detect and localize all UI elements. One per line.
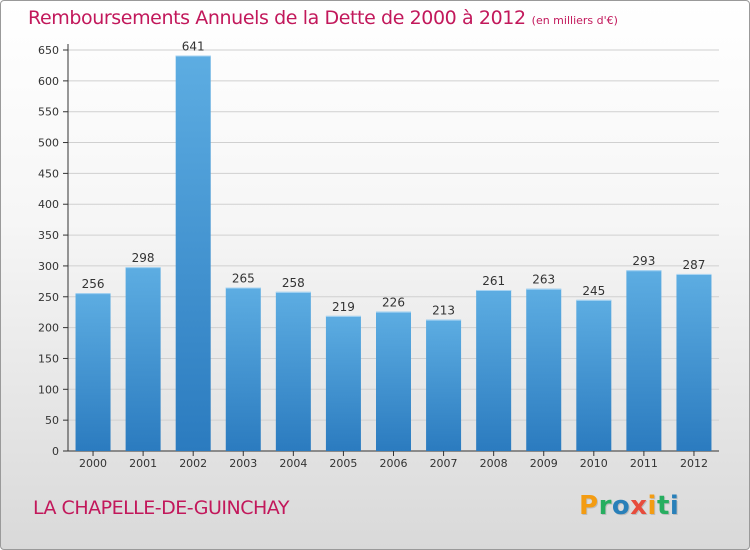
proxiti-logo[interactable]: Proxiti <box>579 491 679 521</box>
x-tick-labels: 2000 2001 2002 2003 2004 2005 2006 2007 2008 2009… <box>79 457 708 470</box>
y-tick-label: 300 <box>38 260 59 273</box>
data-label: 641 <box>182 40 205 54</box>
logo-letter: r <box>598 491 612 521</box>
bars <box>75 55 712 451</box>
y-tick-label: 650 <box>38 44 59 57</box>
data-label: 245 <box>582 284 605 298</box>
y-tick-label: 500 <box>38 137 59 150</box>
y-tick-label: 250 <box>38 291 59 304</box>
data-label: 258 <box>282 276 305 290</box>
x-tick-label: 2012 <box>680 457 708 470</box>
data-label: 287 <box>683 258 706 272</box>
y-tick-label: 50 <box>45 414 59 427</box>
chart-subtitle: (en milliers d'€) <box>531 14 618 27</box>
bar <box>175 55 211 451</box>
x-tick-label: 2002 <box>179 457 207 470</box>
x-tick-label: 2010 <box>580 457 608 470</box>
bar <box>626 270 662 451</box>
y-tick-label: 100 <box>38 383 59 396</box>
x-tick-label: 2006 <box>380 457 408 470</box>
x-tick-label: 2003 <box>229 457 257 470</box>
bar <box>275 291 311 451</box>
bar <box>125 267 161 451</box>
chart-title-text: Remboursements Annuels de la Dette de 20… <box>28 7 526 29</box>
y-tick-label: 200 <box>38 322 59 335</box>
y-tick-label: 150 <box>38 352 59 365</box>
data-label: 293 <box>632 254 655 268</box>
bar <box>676 273 712 451</box>
y-tick-label: 600 <box>38 75 59 88</box>
y-tick-label: 400 <box>38 198 59 211</box>
logo-letter: t <box>656 491 670 521</box>
bar <box>376 311 411 451</box>
logo-letter: o <box>611 491 631 521</box>
logo-letter: P <box>579 491 599 521</box>
data-label: 261 <box>482 274 505 288</box>
bar <box>526 288 562 451</box>
data-label: 256 <box>82 277 105 291</box>
x-tick-label: 2000 <box>79 457 107 470</box>
data-label: 213 <box>432 304 455 318</box>
bar <box>225 287 261 451</box>
x-tick-label: 2004 <box>279 457 307 470</box>
y-tick-label: 0 <box>52 445 59 458</box>
x-tick-label: 2005 <box>329 457 357 470</box>
bar <box>325 315 361 451</box>
chart-title: Remboursements Annuels de la Dette de 20… <box>28 7 618 29</box>
x-tick-label: 2007 <box>430 457 458 470</box>
logo-letter: i <box>647 491 657 521</box>
x-tick-label: 2008 <box>480 457 508 470</box>
data-label: 265 <box>232 272 255 286</box>
bar <box>75 293 111 451</box>
y-tick-label: 550 <box>38 106 59 119</box>
x-tick-label: 2009 <box>530 457 558 470</box>
bar <box>576 299 612 451</box>
x-tick-label: 2011 <box>630 457 658 470</box>
commune-name: LA CHAPELLE-DE-GUINCHAY <box>33 497 289 519</box>
logo-letter: i <box>669 491 680 521</box>
y-tick-label: 350 <box>38 229 59 242</box>
y-tick-labels: 0 50 100 150 200 250 300 350 400 450 500 550 600 650 <box>38 44 59 458</box>
data-label: 219 <box>332 300 355 314</box>
data-label: 226 <box>382 296 405 310</box>
data-label: 263 <box>532 273 555 287</box>
data-labels: 256 298 641 265 258 219 226 213 261 263 245 293 287 <box>82 40 706 318</box>
data-label: 298 <box>132 251 155 265</box>
bar <box>476 289 512 451</box>
x-tick-label: 2001 <box>129 457 157 470</box>
logo-letter: x <box>630 491 648 521</box>
bar <box>426 319 462 451</box>
y-tick-label: 450 <box>38 167 59 180</box>
